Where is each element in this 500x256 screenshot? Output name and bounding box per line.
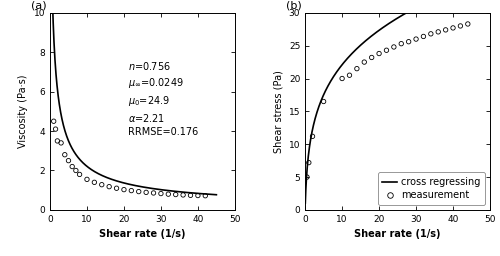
Point — [186, 193, 194, 197]
Point — [375, 51, 383, 56]
Point — [50, 119, 58, 123]
Point — [308, 134, 316, 138]
Point — [412, 37, 420, 41]
Point — [404, 40, 412, 44]
Point — [320, 100, 328, 104]
Text: (a): (a) — [30, 1, 46, 11]
Point — [90, 180, 98, 184]
Point — [64, 159, 72, 163]
Point — [76, 172, 84, 176]
Point — [353, 67, 361, 71]
Point — [128, 189, 136, 193]
Point — [150, 191, 158, 195]
Point — [54, 139, 62, 143]
Point — [105, 185, 113, 189]
Legend: cross regressing, measurement: cross regressing, measurement — [378, 173, 485, 205]
Point — [305, 161, 313, 165]
Point — [179, 193, 187, 197]
Y-axis label: Shear stress (Pa): Shear stress (Pa) — [273, 70, 283, 153]
Point — [338, 77, 346, 81]
Point — [134, 189, 142, 194]
Point — [427, 32, 435, 36]
Point — [68, 165, 76, 169]
Point — [449, 26, 457, 30]
Y-axis label: Viscosity (Pa·s): Viscosity (Pa·s) — [18, 74, 28, 148]
Point — [164, 192, 172, 196]
Point — [98, 183, 106, 187]
Point — [360, 60, 368, 64]
Point — [120, 188, 128, 192]
Point — [72, 168, 80, 173]
Point — [194, 194, 202, 198]
Point — [442, 28, 450, 32]
X-axis label: Shear rate (1/s): Shear rate (1/s) — [354, 229, 441, 239]
Point — [346, 73, 354, 77]
Point — [142, 190, 150, 194]
Point — [368, 56, 376, 60]
Point — [157, 191, 165, 196]
Point — [390, 45, 398, 49]
X-axis label: Shear rate (1/s): Shear rate (1/s) — [99, 229, 186, 239]
Point — [420, 34, 428, 38]
Point — [464, 22, 472, 26]
Point — [456, 24, 464, 28]
Point — [434, 30, 442, 34]
Point — [398, 42, 406, 46]
Point — [172, 193, 179, 197]
Point — [202, 194, 209, 198]
Point — [52, 127, 60, 131]
Point — [303, 175, 311, 179]
Point — [61, 153, 69, 157]
Text: $n$=0.756
$\mu_{\infty}$=0.0249
$\mu_{0}$=24.9
$\alpha$=2.21
RRMSE=0.176: $n$=0.756 $\mu_{\infty}$=0.0249 $\mu_{0}… — [128, 60, 198, 137]
Point — [112, 186, 120, 190]
Point — [382, 48, 390, 52]
Point — [83, 177, 91, 182]
Text: (b): (b) — [286, 1, 302, 11]
Point — [57, 141, 65, 145]
